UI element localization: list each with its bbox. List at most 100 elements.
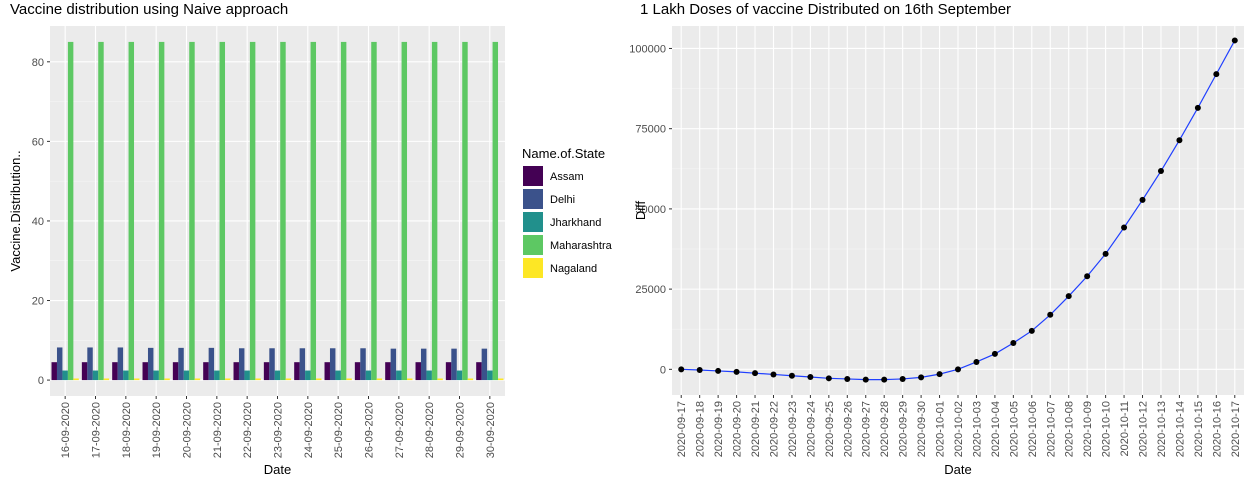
bar (81, 362, 88, 381)
data-point (1121, 224, 1128, 231)
bar (426, 370, 432, 381)
line-chart-x-tick-label: 2020-09-27 (861, 401, 873, 457)
line-chart-x-tick-label: 2020-10-10 (1101, 401, 1113, 457)
line-chart-x-tick-label: 2020-09-19 (713, 401, 725, 457)
bar (255, 378, 261, 381)
bar (238, 348, 245, 381)
bar (492, 41, 499, 381)
bar (299, 348, 306, 381)
bar (73, 378, 79, 381)
line-chart-x-axis-title: Date (944, 462, 971, 477)
data-point (1231, 37, 1238, 44)
bar-chart-x-tick-label: 19-09-2020 (151, 402, 163, 458)
line-chart-x-tick-label: 2020-10-16 (1211, 401, 1223, 457)
bar (481, 348, 488, 381)
bar (329, 348, 336, 381)
bar (415, 362, 421, 381)
line-chart-x-tick-label: 2020-09-18 (695, 401, 707, 457)
bar (354, 362, 361, 381)
bar (335, 370, 341, 381)
legend-label: Jharkhand (550, 217, 601, 229)
data-point (678, 366, 685, 373)
bar-chart-x-tick-label: 28-09-2020 (424, 402, 436, 458)
bar (98, 41, 104, 381)
bar (194, 378, 201, 381)
bar (340, 41, 347, 381)
data-point (733, 368, 740, 375)
data-point (1028, 327, 1035, 334)
data-point (918, 374, 925, 381)
bar (324, 362, 330, 381)
bar (431, 41, 438, 381)
bar (189, 41, 195, 381)
line-chart-y-tick-label: 0 (660, 364, 666, 376)
bar (385, 362, 391, 381)
bar (134, 378, 140, 381)
bar-chart-y-tick-label: 40 (32, 216, 44, 228)
data-point (1213, 71, 1220, 78)
line-chart-x-tick-label: 2020-10-08 (1064, 401, 1076, 457)
bar (112, 362, 118, 381)
bar (456, 370, 463, 381)
bar (376, 378, 383, 381)
line-chart-y-tick-label: 75000 (635, 124, 666, 136)
bar-chart-y-axis-title: Vaccine.Distribution.. (8, 150, 23, 271)
legend-label: Maharashtra (550, 240, 613, 252)
bar (147, 347, 154, 381)
data-point (788, 372, 795, 379)
line-chart-x-tick-label: 2020-09-17 (676, 401, 688, 457)
line-chart-x-tick-label: 2020-10-04 (990, 401, 1002, 457)
legend-swatch (523, 189, 543, 209)
bar-chart-x-tick-label: 18-09-2020 (121, 402, 133, 458)
bar (407, 378, 413, 381)
bar-chart-x-tick-label: 17-09-2020 (91, 402, 103, 458)
data-point (955, 366, 961, 373)
line-chart-x-tick-label: 2020-09-26 (842, 401, 854, 457)
data-point (825, 375, 832, 382)
bar (316, 378, 322, 381)
data-point (881, 376, 888, 383)
bar (123, 370, 129, 381)
bar (103, 378, 110, 381)
bar-chart-x-tick-label: 26-09-2020 (364, 402, 376, 458)
bar (269, 348, 275, 381)
bar-chart-x-tick-label: 21-09-2020 (212, 402, 224, 458)
line-chart-x-tick-label: 2020-09-21 (750, 401, 762, 457)
bar (487, 370, 493, 381)
bar-chart-x-tick-label: 24-09-2020 (303, 402, 315, 458)
bar (437, 378, 443, 381)
legend-title: Name.of.State (522, 146, 605, 161)
data-point (696, 366, 703, 373)
line-chart-y-tick-label: 100000 (629, 43, 666, 55)
data-point (899, 375, 906, 382)
line-chart-x-tick-label: 2020-10-11 (1119, 401, 1131, 456)
bar (280, 41, 286, 381)
bar (225, 378, 231, 381)
bar-chart-y-tick-label: 80 (32, 57, 44, 69)
line-chart-x-tick-label: 2020-09-24 (805, 401, 817, 457)
bar (249, 41, 256, 381)
bar (214, 370, 220, 381)
data-point (1194, 104, 1201, 111)
bar (142, 362, 148, 381)
bar (360, 348, 366, 381)
bar-chart-x-tick-label: 25-09-2020 (333, 402, 345, 458)
bar (371, 41, 377, 381)
bar (87, 347, 93, 381)
line-chart-x-tick-label: 2020-09-28 (879, 401, 891, 457)
bar-chart-y-tick-label: 60 (32, 136, 44, 148)
line-chart-x-tick-label: 2020-09-30 (916, 401, 928, 457)
data-point (1065, 293, 1072, 300)
bar (476, 362, 482, 381)
line-chart-x-tick-label: 2020-10-06 (1027, 401, 1039, 457)
bar (128, 41, 135, 381)
line-chart-y-axis-title: Diff (633, 200, 648, 220)
data-point (1047, 311, 1054, 318)
data-point (807, 374, 814, 381)
bar (294, 362, 300, 381)
bar (390, 348, 397, 381)
bar (285, 378, 292, 381)
data-point (752, 370, 759, 377)
